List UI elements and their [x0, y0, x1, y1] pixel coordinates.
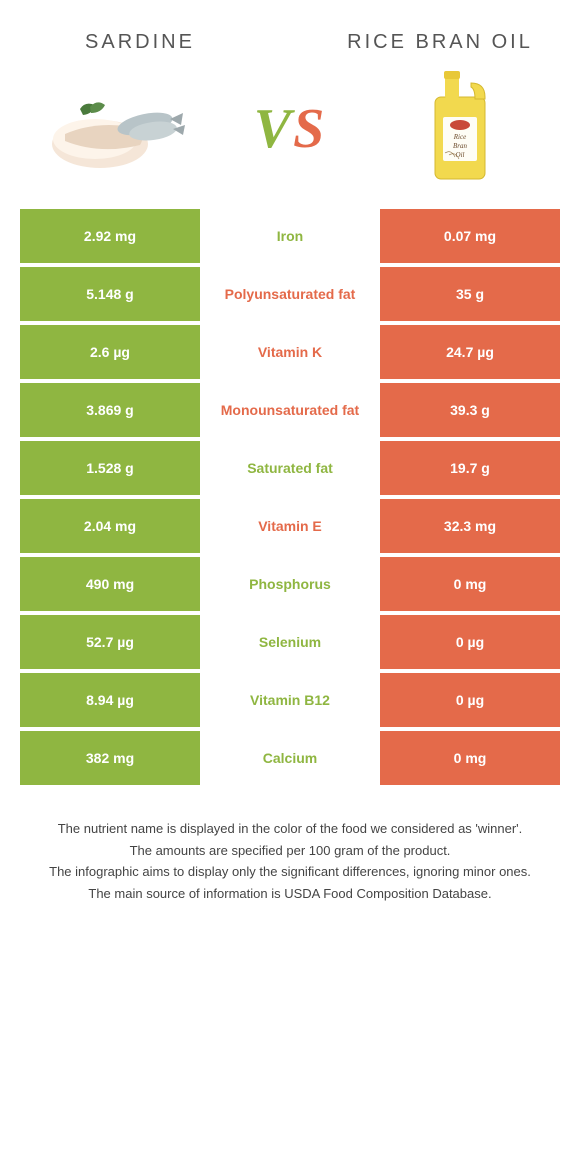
footer-notes: The nutrient name is displayed in the co…	[0, 789, 580, 903]
vs-row: VS Rice Bran Oil	[0, 64, 580, 209]
right-value-cell: 0 µg	[380, 673, 560, 727]
table-row: 5.148 gPolyunsaturated fat35 g	[20, 267, 560, 321]
nutrient-name-cell: Vitamin K	[200, 325, 380, 379]
right-value-cell: 24.7 µg	[380, 325, 560, 379]
table-row: 52.7 µgSelenium0 µg	[20, 615, 560, 669]
footer-line: The infographic aims to display only the…	[40, 862, 540, 882]
left-food-title: SARDINE	[40, 30, 240, 54]
left-value-cell: 2.6 µg	[20, 325, 200, 379]
table-row: 2.04 mgVitamin E32.3 mg	[20, 499, 560, 553]
table-row: 8.94 µgVitamin B120 µg	[20, 673, 560, 727]
right-value-cell: 0 µg	[380, 615, 560, 669]
svg-text:Rice: Rice	[453, 133, 466, 141]
table-row: 2.6 µgVitamin K24.7 µg	[20, 325, 560, 379]
left-value-cell: 490 mg	[20, 557, 200, 611]
right-value-cell: 32.3 mg	[380, 499, 560, 553]
nutrient-name-cell: Vitamin B12	[200, 673, 380, 727]
left-value-cell: 2.92 mg	[20, 209, 200, 263]
svg-text:Bran: Bran	[453, 142, 468, 150]
left-value-cell: 1.528 g	[20, 441, 200, 495]
left-value-cell: 8.94 µg	[20, 673, 200, 727]
left-value-cell: 382 mg	[20, 731, 200, 785]
left-value-cell: 3.869 g	[20, 383, 200, 437]
nutrient-name-cell: Saturated fat	[200, 441, 380, 495]
header: SARDINE RICE BRAN OIL	[0, 0, 580, 64]
right-value-cell: 0 mg	[380, 731, 560, 785]
left-value-cell: 52.7 µg	[20, 615, 200, 669]
footer-line: The amounts are specified per 100 gram o…	[40, 841, 540, 861]
nutrient-name-cell: Monounsaturated fat	[200, 383, 380, 437]
vs-label: VS	[254, 97, 327, 161]
table-row: 490 mgPhosphorus0 mg	[20, 557, 560, 611]
right-value-cell: 0.07 mg	[380, 209, 560, 263]
left-value-cell: 2.04 mg	[20, 499, 200, 553]
right-value-cell: 35 g	[380, 267, 560, 321]
nutrient-name-cell: Phosphorus	[200, 557, 380, 611]
nutrient-name-cell: Vitamin E	[200, 499, 380, 553]
right-value-cell: 0 mg	[380, 557, 560, 611]
table-row: 382 mgCalcium0 mg	[20, 731, 560, 785]
right-value-cell: 39.3 g	[380, 383, 560, 437]
footer-line: The nutrient name is displayed in the co…	[40, 819, 540, 839]
table-row: 1.528 gSaturated fat19.7 g	[20, 441, 560, 495]
nutrient-name-cell: Iron	[200, 209, 380, 263]
footer-line: The main source of information is USDA F…	[40, 884, 540, 904]
oil-bottle-image: Rice Bran Oil	[380, 74, 540, 184]
table-row: 2.92 mgIron0.07 mg	[20, 209, 560, 263]
sardine-image	[40, 74, 200, 184]
right-value-cell: 19.7 g	[380, 441, 560, 495]
table-row: 3.869 gMonounsaturated fat39.3 g	[20, 383, 560, 437]
svg-text:Oil: Oil	[456, 151, 465, 159]
nutrient-name-cell: Selenium	[200, 615, 380, 669]
nutrient-name-cell: Calcium	[200, 731, 380, 785]
nutrient-name-cell: Polyunsaturated fat	[200, 267, 380, 321]
comparison-table: 2.92 mgIron0.07 mg5.148 gPolyunsaturated…	[20, 209, 560, 785]
right-food-title: RICE BRAN OIL	[340, 30, 540, 54]
left-value-cell: 5.148 g	[20, 267, 200, 321]
